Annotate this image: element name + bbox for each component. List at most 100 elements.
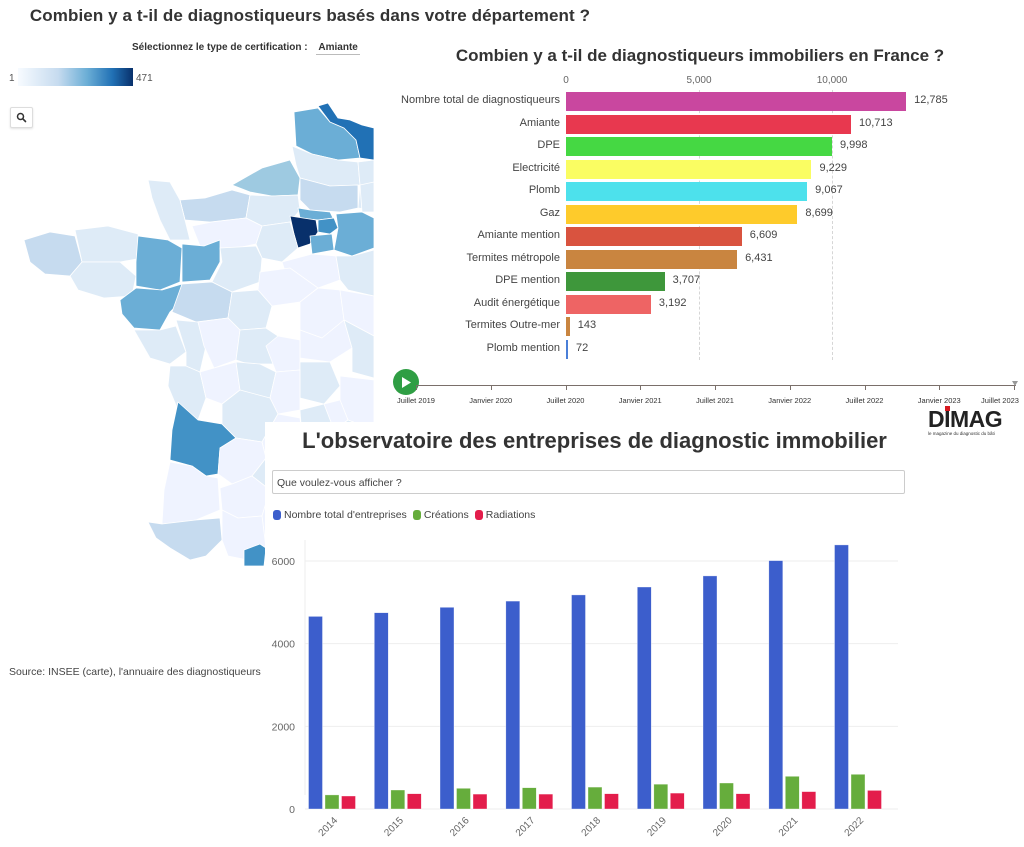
bar-value-label: 9,998 — [839, 139, 868, 151]
timeline-label[interactable]: Janvier 2021 — [618, 396, 662, 405]
bar-creations[interactable] — [456, 787, 471, 810]
bar[interactable] — [566, 227, 742, 246]
x-tick-label: 2016 — [448, 815, 472, 839]
department-saone-et-loire[interactable] — [343, 319, 374, 379]
department-marne[interactable] — [359, 181, 374, 213]
department-finistere[interactable] — [23, 231, 83, 277]
bar-creations[interactable] — [719, 782, 734, 810]
department-seine-maritime[interactable] — [231, 159, 301, 197]
dimag-logo: DIMAG le magazine du diagnostic du bâti — [928, 406, 1020, 436]
department-manche[interactable] — [147, 179, 191, 241]
department-mayenne[interactable] — [181, 239, 221, 283]
timeline-label[interactable]: Juillet 2019 — [397, 396, 435, 405]
department-cotes-darmor[interactable] — [74, 225, 143, 263]
department-sarthe[interactable] — [211, 245, 263, 293]
bar-total[interactable] — [308, 616, 323, 810]
timeline-label[interactable]: Janvier 2020 — [469, 396, 513, 405]
bar-total[interactable] — [834, 544, 849, 810]
bar-category-label: Gaz — [539, 206, 560, 219]
bar-category-label: Termites métropole — [466, 251, 560, 264]
bar-radiations[interactable] — [735, 793, 751, 810]
department-maine-et-loire[interactable] — [171, 281, 233, 323]
bar-radiations[interactable] — [538, 793, 554, 810]
department-vendee[interactable] — [133, 325, 187, 365]
observatoire-legend: Nombre total d'entreprises Créations Rad… — [273, 509, 541, 521]
bar-creations[interactable] — [324, 794, 340, 810]
department-essonne[interactable] — [309, 233, 335, 255]
bar-creations[interactable] — [587, 786, 603, 810]
timeline-label[interactable]: Juillet 2021 — [696, 396, 734, 405]
bar-creations[interactable] — [653, 783, 669, 810]
bar[interactable] — [566, 114, 851, 134]
play-button[interactable] — [393, 369, 419, 395]
display-select[interactable]: Que voulez-vous afficher ? — [272, 470, 905, 494]
timeline-label[interactable]: Juillet 2020 — [546, 396, 585, 405]
certification-select[interactable]: Amiante — [316, 42, 360, 55]
bar[interactable] — [566, 249, 738, 269]
legend-swatch-creations — [412, 510, 421, 520]
bar-radiations[interactable] — [604, 793, 619, 810]
timeline-label[interactable]: Juillet 2022 — [845, 396, 884, 405]
bar-total[interactable] — [702, 575, 718, 810]
bar-total[interactable] — [374, 612, 389, 810]
legend-item-total[interactable]: Nombre total d'entreprises — [273, 509, 407, 521]
timeline-slider-handle[interactable] — [1012, 381, 1018, 386]
department-puy-de-dome[interactable] — [299, 361, 341, 405]
bar-radiations[interactable] — [472, 793, 488, 810]
bar[interactable] — [566, 294, 651, 314]
bar-chart-title: Combien y a t-il de diagnostiqueurs immo… — [455, 46, 945, 65]
bar-total[interactable] — [636, 586, 652, 810]
map-search-button[interactable] — [10, 107, 33, 128]
bar-creations[interactable] — [390, 789, 406, 810]
department-nord[interactable] — [317, 102, 374, 161]
bar-radiations[interactable] — [407, 793, 422, 810]
timeline-label[interactable]: Janvier 2022 — [768, 396, 812, 405]
bar[interactable] — [566, 339, 568, 359]
department-landes[interactable] — [161, 461, 221, 525]
bar-category-label: Amiante mention — [477, 229, 560, 241]
timeline-label[interactable]: Janvier 2023 — [917, 396, 961, 405]
bar-value-label: 72 — [576, 341, 589, 354]
department-ille-et-vilaine[interactable] — [135, 235, 183, 291]
department-calvados[interactable] — [179, 189, 251, 223]
bar-total[interactable] — [439, 607, 455, 810]
department-eure-et-loir[interactable] — [255, 221, 299, 263]
bar-total[interactable] — [768, 560, 784, 810]
department-paris-petite-couronne[interactable] — [317, 217, 339, 235]
department-vienne[interactable] — [197, 317, 241, 369]
timeline-label[interactable]: Juillet 2023 — [981, 396, 1019, 405]
department-morbihan[interactable] — [69, 261, 137, 299]
department-yonne[interactable] — [335, 249, 374, 297]
bar[interactable] — [566, 137, 832, 156]
bar[interactable] — [566, 182, 808, 201]
timeline-slider-track[interactable] — [416, 385, 1016, 386]
bar-total[interactable] — [505, 600, 521, 810]
timeline-tick — [1014, 385, 1015, 390]
bar[interactable] — [566, 272, 665, 291]
legend-item-radiations[interactable]: Radiations — [474, 509, 535, 521]
bar-value-label: 6,431 — [745, 251, 773, 264]
bar-creations[interactable] — [521, 787, 537, 810]
bar-category-label: Plomb mention — [486, 341, 560, 354]
bar-radiations[interactable] — [867, 790, 882, 810]
legend-item-creations[interactable]: Créations — [412, 509, 469, 521]
bar[interactable] — [566, 204, 798, 224]
bar-creations[interactable] — [850, 774, 866, 810]
bar-creations[interactable] — [784, 776, 800, 810]
department-oise[interactable] — [299, 177, 359, 213]
department-pyrenees-atlantiques[interactable] — [147, 517, 223, 561]
bar-radiations[interactable] — [341, 795, 356, 810]
bar[interactable] — [566, 317, 570, 336]
department-creuse[interactable] — [265, 335, 301, 373]
map-legend-min: 1 — [9, 73, 15, 84]
bar-total[interactable] — [571, 594, 586, 810]
bar-radiations[interactable] — [801, 791, 817, 810]
department-seine-et-marne[interactable] — [333, 211, 374, 257]
x-tick-label: 0 — [563, 75, 569, 86]
bar[interactable] — [566, 159, 812, 179]
department-orne[interactable] — [191, 217, 263, 251]
logo-wordmark: DIMAG — [928, 406, 1020, 431]
department-nievre[interactable] — [339, 289, 374, 337]
bar[interactable] — [566, 92, 907, 111]
bar-radiations[interactable] — [669, 792, 685, 810]
